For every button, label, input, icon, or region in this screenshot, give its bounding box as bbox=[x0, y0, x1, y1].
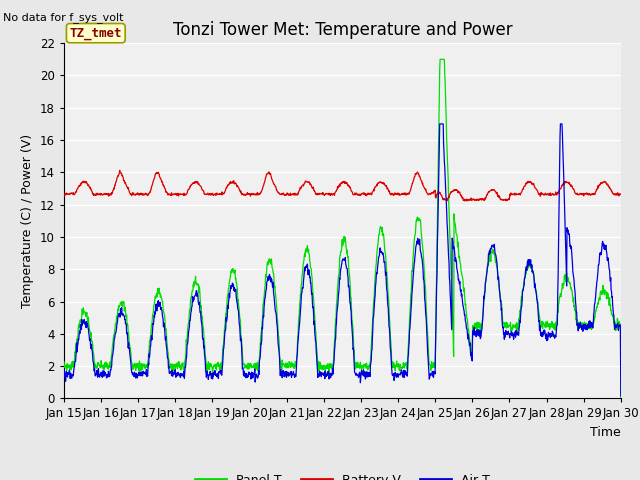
Legend: Panel T, Battery V, Air T: Panel T, Battery V, Air T bbox=[190, 468, 495, 480]
Text: No data for f_sys_volt: No data for f_sys_volt bbox=[3, 12, 124, 23]
Title: Tonzi Tower Met: Temperature and Power: Tonzi Tower Met: Temperature and Power bbox=[173, 21, 512, 39]
X-axis label: Time: Time bbox=[590, 426, 621, 439]
Text: TZ_tmet: TZ_tmet bbox=[70, 27, 122, 40]
Y-axis label: Temperature (C) / Power (V): Temperature (C) / Power (V) bbox=[21, 134, 35, 308]
